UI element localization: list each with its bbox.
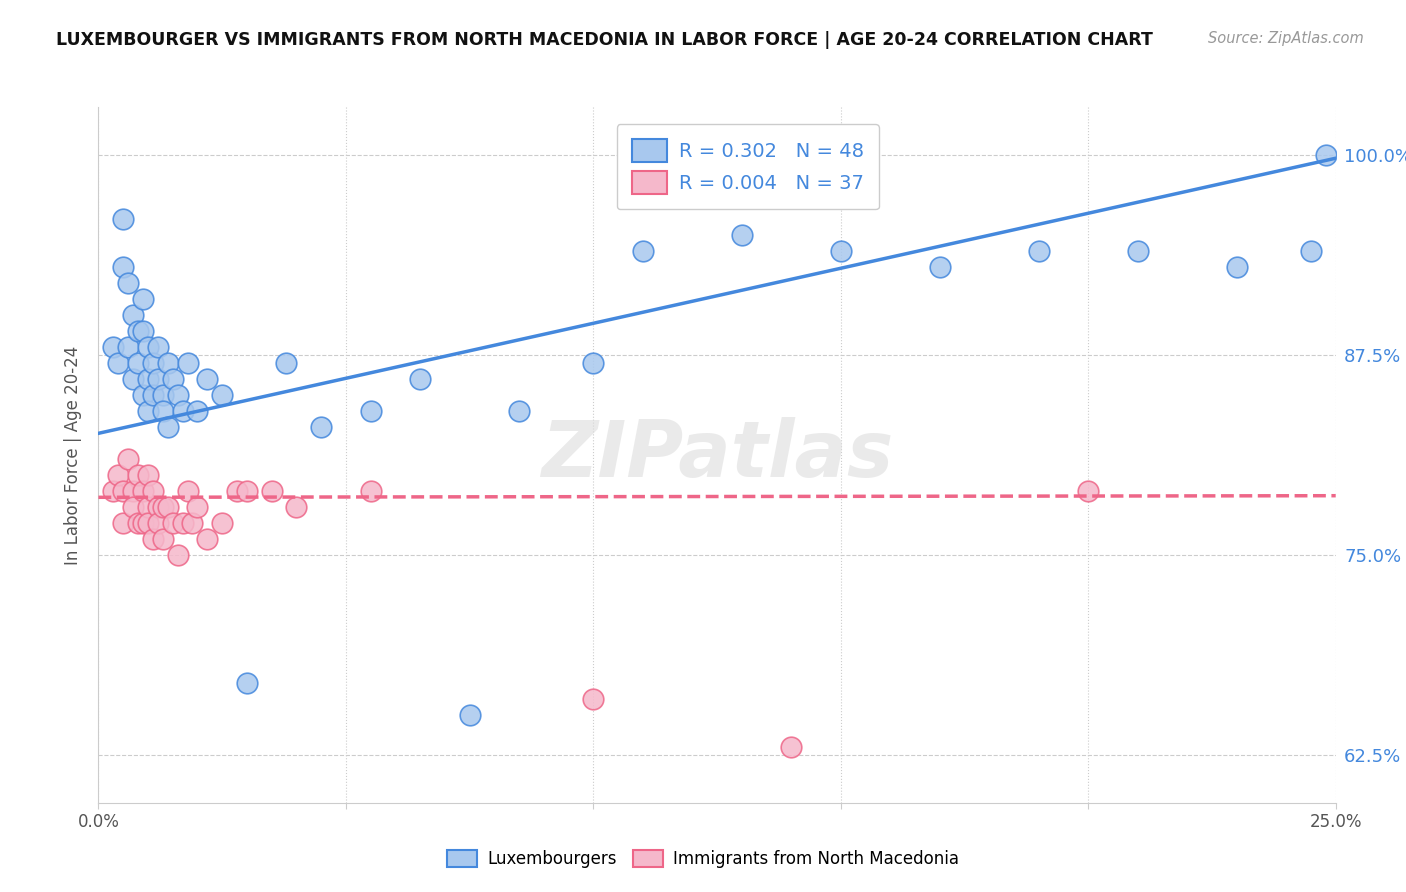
Point — [127, 516, 149, 530]
Point — [136, 516, 159, 530]
Point — [152, 404, 174, 418]
Point — [127, 324, 149, 338]
Point — [236, 676, 259, 690]
Point — [1126, 244, 1149, 258]
Point — [132, 324, 155, 338]
Point — [142, 532, 165, 546]
Point — [186, 500, 208, 514]
Point — [122, 308, 145, 322]
Point — [127, 356, 149, 370]
Point — [186, 404, 208, 418]
Point — [112, 483, 135, 498]
Point — [1299, 244, 1322, 258]
Point — [142, 388, 165, 402]
Point — [156, 420, 179, 434]
Point — [112, 516, 135, 530]
Point — [195, 532, 218, 546]
Point — [136, 404, 159, 418]
Point — [103, 483, 125, 498]
Point — [309, 420, 332, 434]
Point — [132, 292, 155, 306]
Point — [172, 516, 194, 530]
Point — [195, 372, 218, 386]
Point — [830, 244, 852, 258]
Point — [107, 467, 129, 482]
Point — [142, 483, 165, 498]
Point — [211, 516, 233, 530]
Point — [127, 467, 149, 482]
Point — [226, 483, 249, 498]
Point — [103, 340, 125, 354]
Point — [360, 483, 382, 498]
Point — [136, 467, 159, 482]
Point — [112, 260, 135, 274]
Point — [132, 483, 155, 498]
Legend: R = 0.302   N = 48, R = 0.004   N = 37: R = 0.302 N = 48, R = 0.004 N = 37 — [617, 124, 879, 210]
Point — [181, 516, 204, 530]
Point — [136, 340, 159, 354]
Point — [136, 372, 159, 386]
Point — [1028, 244, 1050, 258]
Point — [508, 404, 530, 418]
Text: Source: ZipAtlas.com: Source: ZipAtlas.com — [1208, 31, 1364, 46]
Point — [631, 244, 654, 258]
Point — [285, 500, 308, 514]
Point — [152, 532, 174, 546]
Point — [166, 388, 188, 402]
Point — [582, 356, 605, 370]
Point — [146, 372, 169, 386]
Point — [146, 340, 169, 354]
Point — [146, 500, 169, 514]
Point — [162, 516, 184, 530]
Point — [1077, 483, 1099, 498]
Point — [152, 388, 174, 402]
Point — [176, 356, 198, 370]
Point — [1226, 260, 1249, 274]
Point — [360, 404, 382, 418]
Point — [132, 516, 155, 530]
Point — [152, 500, 174, 514]
Point — [1315, 148, 1337, 162]
Point — [117, 451, 139, 466]
Point — [122, 372, 145, 386]
Point — [176, 483, 198, 498]
Point — [731, 227, 754, 242]
Point — [136, 500, 159, 514]
Point — [112, 212, 135, 227]
Point — [132, 388, 155, 402]
Point — [928, 260, 950, 274]
Point — [211, 388, 233, 402]
Point — [582, 691, 605, 706]
Point — [107, 356, 129, 370]
Text: LUXEMBOURGER VS IMMIGRANTS FROM NORTH MACEDONIA IN LABOR FORCE | AGE 20-24 CORRE: LUXEMBOURGER VS IMMIGRANTS FROM NORTH MA… — [56, 31, 1153, 49]
Point — [122, 483, 145, 498]
Point — [458, 707, 481, 722]
Point — [117, 340, 139, 354]
Point — [260, 483, 283, 498]
Point — [236, 483, 259, 498]
Legend: Luxembourgers, Immigrants from North Macedonia: Luxembourgers, Immigrants from North Mac… — [440, 843, 966, 875]
Point — [172, 404, 194, 418]
Point — [276, 356, 298, 370]
Point — [156, 500, 179, 514]
Point — [142, 356, 165, 370]
Point — [166, 548, 188, 562]
Point — [146, 516, 169, 530]
Text: ZIPatlas: ZIPatlas — [541, 417, 893, 493]
Point — [409, 372, 432, 386]
Y-axis label: In Labor Force | Age 20-24: In Labor Force | Age 20-24 — [65, 345, 83, 565]
Point — [780, 739, 803, 754]
Point — [122, 500, 145, 514]
Point — [162, 372, 184, 386]
Point — [156, 356, 179, 370]
Point — [117, 276, 139, 290]
